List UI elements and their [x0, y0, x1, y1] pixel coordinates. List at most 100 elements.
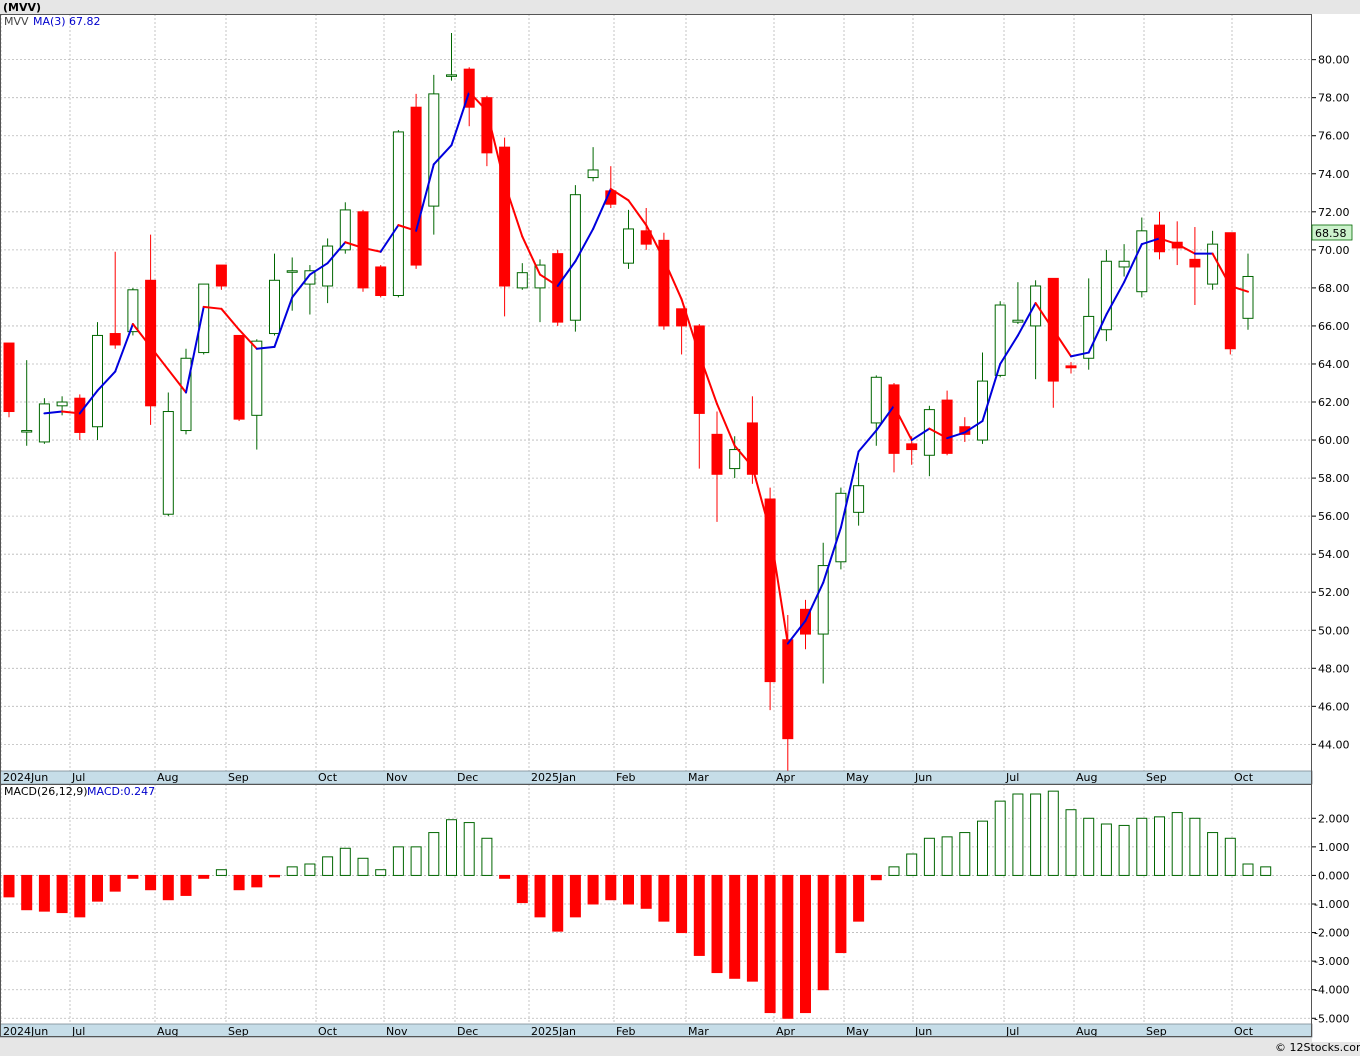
- grid-lines: [0, 14, 1312, 1024]
- candle-body: [1118, 260, 1130, 268]
- candle: [392, 130, 404, 298]
- ma-segment: [822, 526, 842, 584]
- ma-segment: [716, 402, 736, 447]
- macd-bar: [463, 822, 475, 876]
- candle: [658, 232, 670, 330]
- candle-body: [1207, 243, 1219, 285]
- date-axis-label: Oct: [318, 1025, 338, 1038]
- ma-segment: [78, 389, 99, 415]
- ma-segment: [592, 187, 612, 230]
- macd-histogram: [3, 790, 1272, 1019]
- macd-legend-label: MACD(26,12,9): [4, 785, 88, 798]
- candle-body: [623, 228, 634, 264]
- price-y-tick-label: 44.00: [1318, 738, 1350, 751]
- macd-bar: [994, 800, 1006, 876]
- macd-y-tick-label: -2.000: [1314, 927, 1349, 940]
- candle-body: [729, 449, 741, 470]
- ma-segment: [202, 305, 223, 310]
- candle: [481, 95, 493, 167]
- date-axis-label: Sep: [1146, 1025, 1167, 1038]
- date-axis-label: 2025Jan: [531, 771, 576, 784]
- candle-body: [92, 334, 103, 428]
- ma-segment: [946, 431, 966, 440]
- price-panel-background: [0, 14, 1312, 771]
- macd-bar: [56, 874, 68, 914]
- candle-body: [481, 97, 493, 154]
- macd-bar: [693, 874, 705, 956]
- date-axis-label: Apr: [776, 1025, 796, 1038]
- ma-segment: [574, 227, 595, 263]
- candle-body: [853, 485, 865, 513]
- macd-legend-value: MACD:0.247: [87, 785, 155, 798]
- ma-segment: [43, 410, 64, 415]
- macd-bar: [623, 874, 634, 905]
- candle: [764, 487, 776, 711]
- candle-body: [516, 272, 528, 289]
- macd-bar: [375, 869, 387, 876]
- ma-segment: [291, 273, 311, 299]
- candle: [428, 74, 440, 235]
- date-axis-label: Jul: [71, 1025, 85, 1038]
- candle-body: [1030, 285, 1042, 327]
- ma-segment: [167, 368, 187, 394]
- candle: [21, 360, 33, 446]
- ma-segment: [185, 305, 205, 394]
- ma-segment: [539, 273, 559, 287]
- candle-body: [38, 403, 50, 443]
- candle-body: [56, 401, 68, 407]
- candle-body: [446, 74, 457, 77]
- candle-body: [817, 565, 829, 635]
- candle-body: [251, 340, 263, 416]
- candle-body: [463, 68, 475, 108]
- candle: [127, 287, 139, 336]
- macd-bar: [516, 874, 528, 904]
- candle-body: [180, 357, 192, 432]
- macd-bar: [162, 874, 174, 901]
- macd-bar: [3, 874, 15, 898]
- candle-body: [304, 270, 316, 285]
- candle: [375, 265, 387, 298]
- right-axis-background: [1312, 14, 1360, 1042]
- ma-segment: [981, 362, 1002, 423]
- ma-segment: [326, 241, 347, 265]
- price-y-tick-label: 48.00: [1318, 662, 1350, 675]
- copyright-footer: © 12Stocks.com: [1275, 1041, 1360, 1054]
- candle: [1100, 249, 1112, 342]
- date-axis-label: Oct: [1234, 1025, 1254, 1038]
- ma-segment: [893, 404, 913, 442]
- date-axis-label: Sep: [228, 771, 249, 784]
- candle: [251, 339, 263, 450]
- date-axis-label: Oct: [1234, 771, 1254, 784]
- macd-bar: [499, 874, 511, 879]
- candle-body: [587, 169, 599, 179]
- ma-segment: [786, 619, 807, 645]
- macd-bar: [251, 874, 263, 888]
- ma-segment: [96, 370, 117, 392]
- price-y-tick-label: 72.00: [1318, 206, 1350, 219]
- price-y-tick-label: 46.00: [1318, 700, 1350, 713]
- macd-bar: [959, 832, 971, 876]
- ma-segment: [1123, 243, 1143, 284]
- moving-average-line: [43, 90, 1249, 645]
- candle-body: [1065, 365, 1077, 369]
- ma-segment: [609, 187, 630, 202]
- macd-bar: [800, 874, 811, 1014]
- candle-body: [552, 253, 564, 323]
- ma-segment: [999, 334, 1019, 365]
- date-axis-label: Aug: [157, 771, 178, 784]
- date-axis-label: 2024Jun: [3, 771, 48, 784]
- candle-body: [1012, 319, 1024, 323]
- macd-y-tick-label: 1.000: [1318, 841, 1350, 854]
- candle-body: [3, 342, 15, 413]
- ma-segment: [556, 260, 577, 287]
- macd-bar: [1047, 790, 1059, 876]
- macd-bar: [198, 874, 210, 879]
- macd-bar: [357, 857, 369, 876]
- candle-body: [428, 93, 440, 207]
- candle-body: [21, 430, 33, 433]
- macd-bar: [1065, 809, 1077, 876]
- candle-body: [711, 433, 723, 475]
- macd-bar: [322, 856, 334, 876]
- candle-body: [977, 380, 988, 441]
